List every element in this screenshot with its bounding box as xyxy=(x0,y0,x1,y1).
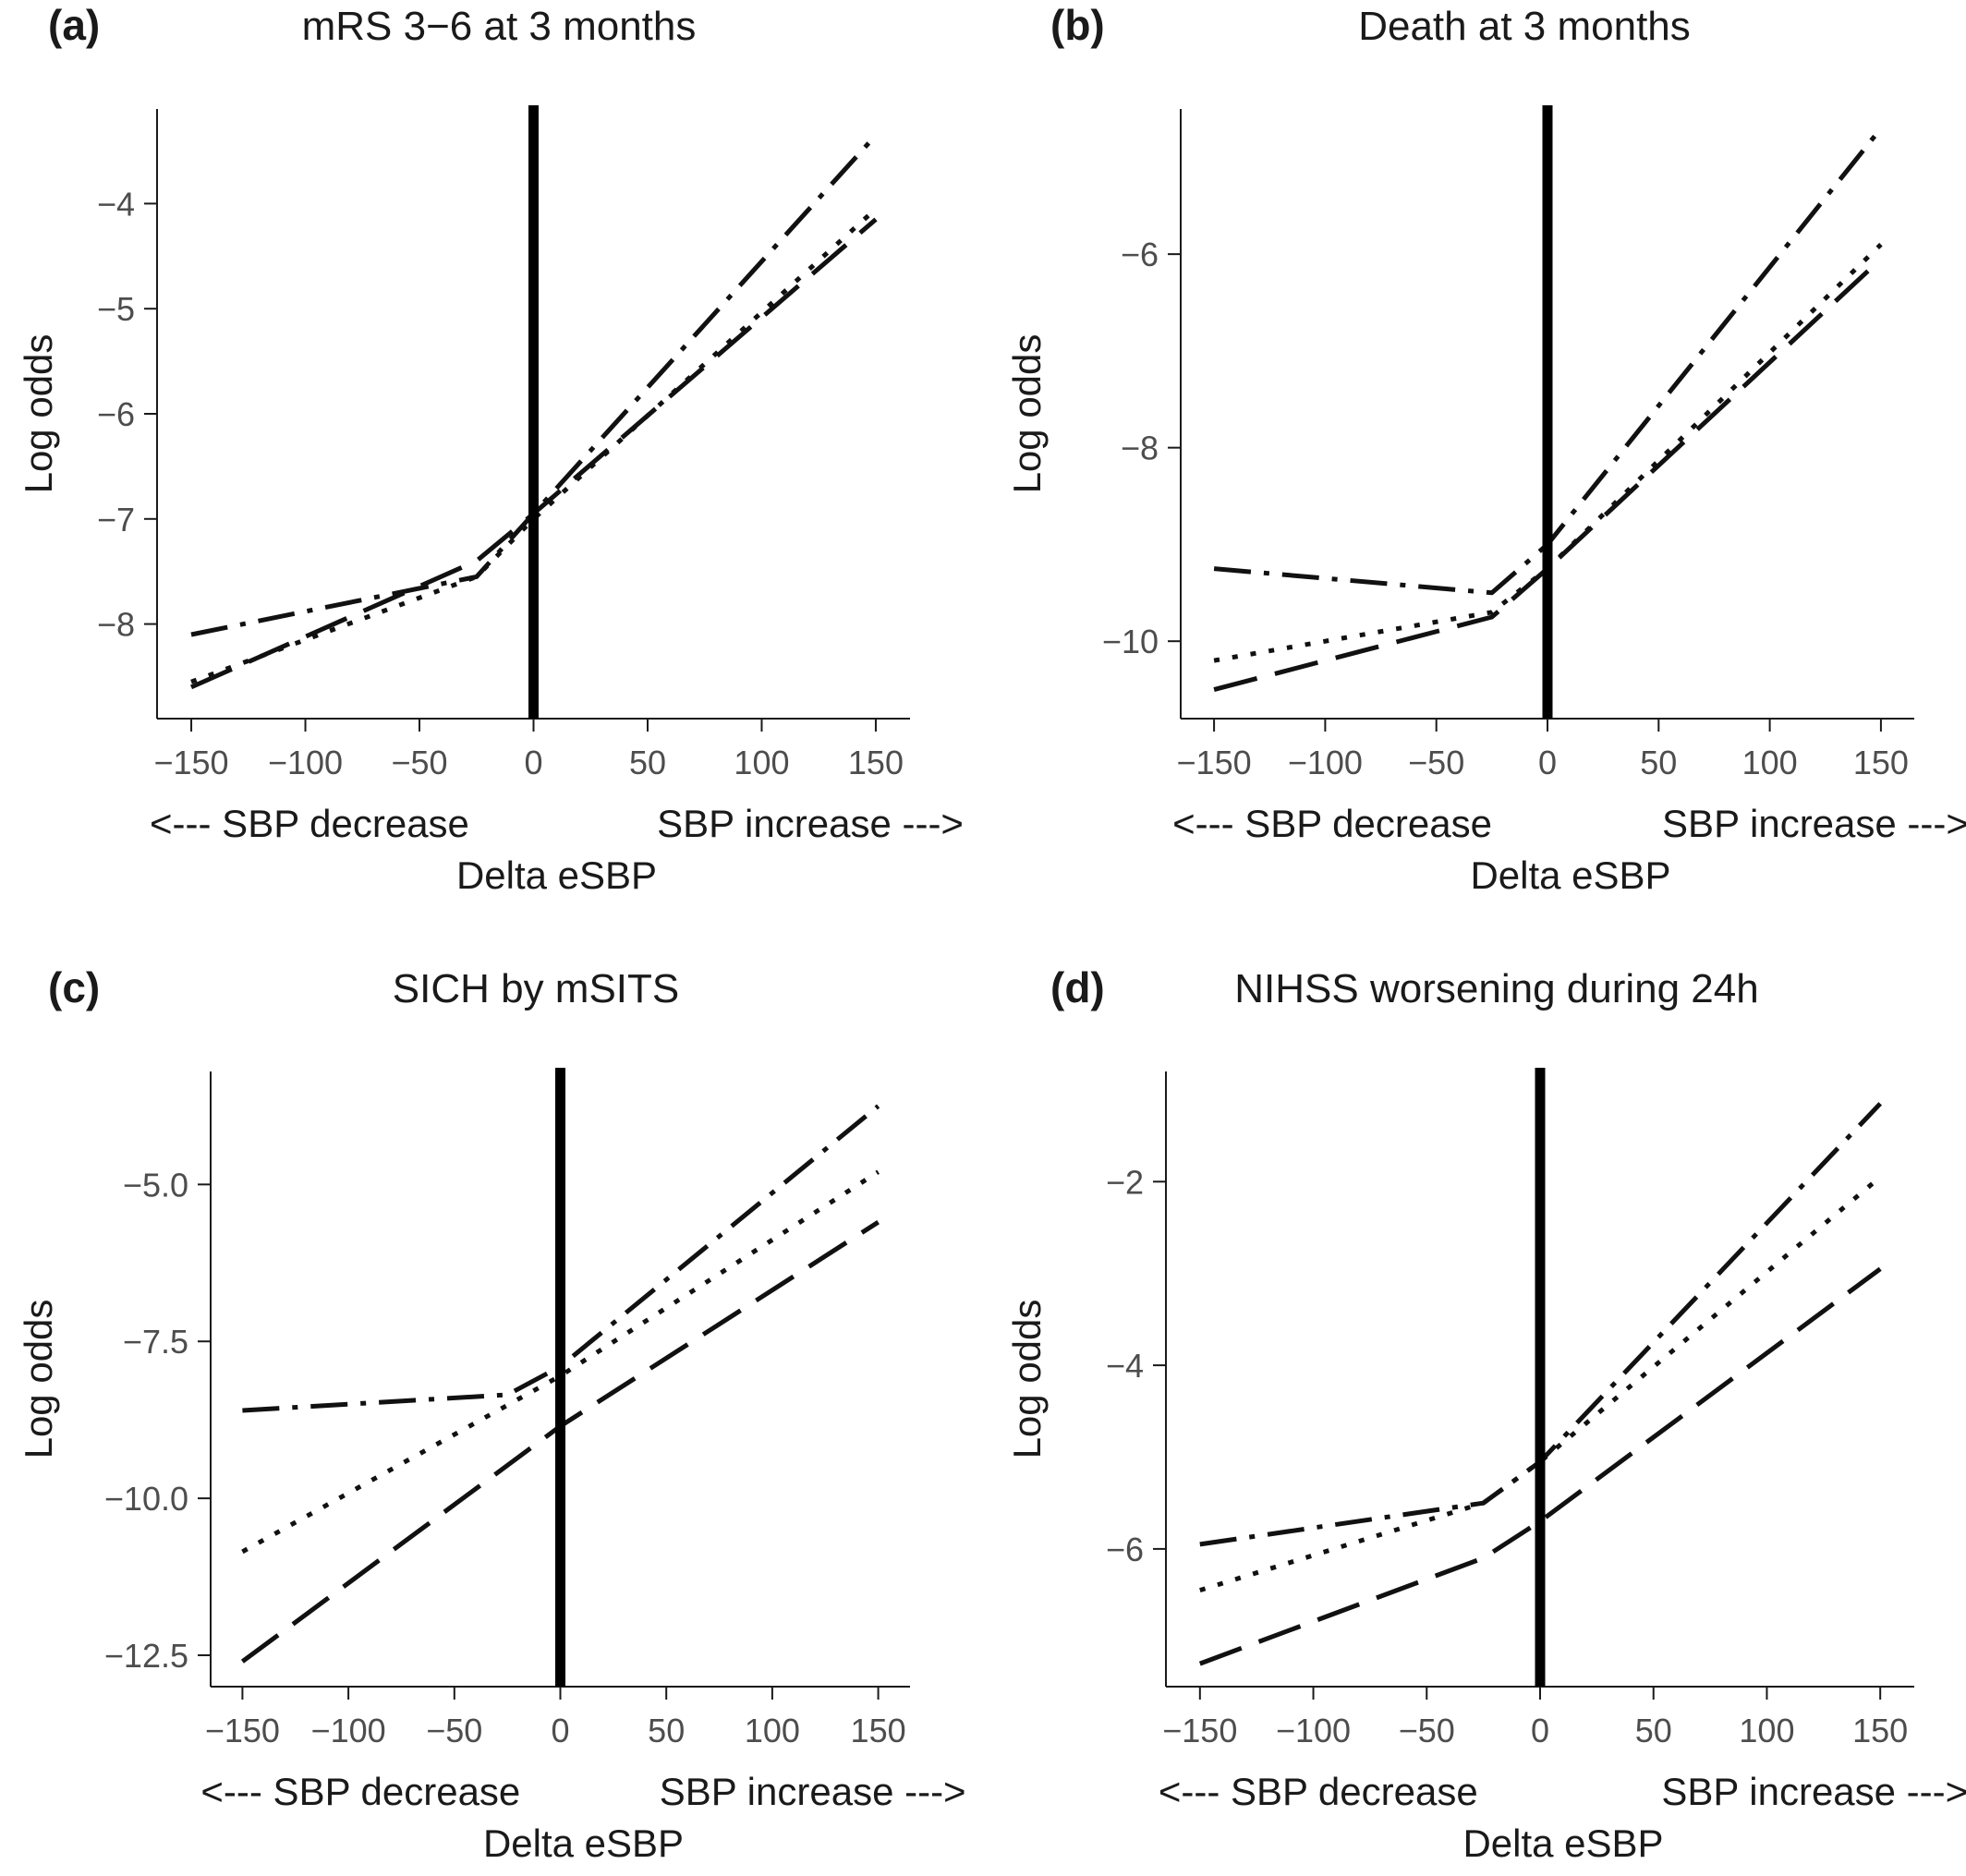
x-tick-label: 50 xyxy=(629,744,666,781)
panel-letter: (a) xyxy=(48,1,100,49)
panel-3: (c) SICH by mSITS −150 −100 −50 0 50 100 150 −12.… xyxy=(17,963,966,1865)
y-tick-label: −4 xyxy=(1106,1347,1144,1385)
x-tick-label: 0 xyxy=(551,1712,569,1749)
y-axis-label: Log odds xyxy=(1005,1300,1049,1459)
y-tick-label: −6 xyxy=(1121,236,1159,273)
x-tick-label: 50 xyxy=(1635,1712,1672,1749)
y-tick-label: −8 xyxy=(1121,430,1159,467)
panel-letter: (d) xyxy=(1050,963,1105,1011)
x-tick-label: 50 xyxy=(648,1712,685,1749)
series-line-dashdot xyxy=(190,133,878,637)
x-tick-label: −150 xyxy=(205,1712,280,1749)
series-line-dotted xyxy=(1213,242,1883,663)
x-axis-label: Delta eSBP xyxy=(483,1822,684,1865)
x-tick-label: 150 xyxy=(851,1712,906,1749)
y-tick-label: −10.0 xyxy=(104,1480,188,1518)
y-tick-label: −7.5 xyxy=(123,1323,188,1361)
series-line-dashdot xyxy=(242,1104,880,1413)
panel-title: SICH by mSITS xyxy=(393,966,680,1011)
x-tick-label: −150 xyxy=(153,744,228,781)
series-line-dashed xyxy=(189,217,878,690)
direction-left-label: <--- SBP decrease xyxy=(1159,1770,1478,1813)
x-tick-label: 100 xyxy=(1742,744,1798,781)
x-tick-label: −150 xyxy=(1177,744,1252,781)
direction-right-label: SBP increase ---> xyxy=(657,802,964,845)
y-tick-label: −7 xyxy=(97,501,135,539)
x-tick-label: −50 xyxy=(426,1712,482,1749)
series-line-dotted xyxy=(241,1169,880,1555)
x-tick-label: 100 xyxy=(1739,1712,1794,1749)
series-line-dashed xyxy=(1198,1266,1882,1666)
y-axis-label: Log odds xyxy=(17,334,60,494)
x-tick-label: 100 xyxy=(745,1712,800,1749)
x-tick-label: −50 xyxy=(1399,1712,1455,1749)
x-axis-label: Delta eSBP xyxy=(456,853,657,897)
x-tick-label: 0 xyxy=(1531,1712,1549,1749)
y-tick-label: −10 xyxy=(1102,623,1159,660)
panel-title: Death at 3 months xyxy=(1358,4,1691,49)
x-tick-label: 0 xyxy=(1538,744,1557,781)
panel-letter: (c) xyxy=(48,963,100,1011)
y-tick-label: −5 xyxy=(97,290,135,328)
x-tick-label: 50 xyxy=(1640,744,1677,781)
x-tick-label: 150 xyxy=(1853,744,1909,781)
x-axis-label: Delta eSBP xyxy=(1462,1822,1663,1865)
x-tick-label: 0 xyxy=(524,744,542,781)
direction-left-label: <--- SBP decrease xyxy=(1172,802,1492,845)
y-tick-label: −12.5 xyxy=(104,1637,188,1675)
x-tick-label: −100 xyxy=(1276,1712,1351,1749)
panel-letter: (b) xyxy=(1050,1,1105,49)
x-tick-label: −100 xyxy=(311,1712,386,1749)
y-tick-label: −8 xyxy=(97,606,135,644)
x-tick-label: −50 xyxy=(1408,744,1464,781)
series-line-dotted xyxy=(1199,1175,1882,1592)
x-tick-label: −100 xyxy=(1288,744,1363,781)
y-axis-label: Log odds xyxy=(17,1300,60,1459)
panel-2: (b) Death at 3 months −150 −100 −50 0 50 100 150… xyxy=(1005,1,1966,897)
x-tick-label: 150 xyxy=(1852,1712,1908,1749)
x-tick-label: −100 xyxy=(268,744,343,781)
x-tick-label: 150 xyxy=(848,744,904,781)
x-axis-label: Delta eSBP xyxy=(1470,853,1670,897)
panel-1: (a) mRS 3−6 at 3 months −150 −100 −50 0 50 100 1… xyxy=(17,1,964,897)
y-tick-label: −6 xyxy=(97,395,135,433)
series-line-dotted xyxy=(190,207,878,684)
y-tick-label: −4 xyxy=(97,185,135,223)
series-line-dashdot xyxy=(1199,1102,1883,1547)
direction-left-label: <--- SBP decrease xyxy=(150,802,469,845)
panel-title: NIHSS worsening during 24h xyxy=(1234,966,1758,1011)
x-tick-label: −150 xyxy=(1162,1712,1237,1749)
direction-right-label: SBP increase ---> xyxy=(1661,1770,1966,1813)
direction-left-label: <--- SBP decrease xyxy=(200,1770,520,1813)
panel-4: (d) NIHSS worsening during 24h −150 −100 −50… xyxy=(1005,963,1966,1865)
y-axis-label: Log odds xyxy=(1005,334,1049,494)
direction-right-label: SBP increase ---> xyxy=(660,1770,966,1813)
series-line-dashdot xyxy=(1213,127,1883,596)
direction-right-label: SBP increase ---> xyxy=(1662,802,1966,845)
y-tick-label: −6 xyxy=(1106,1531,1144,1568)
panel-title: mRS 3−6 at 3 months xyxy=(302,4,697,49)
x-tick-label: 100 xyxy=(734,744,789,781)
x-tick-label: −50 xyxy=(391,744,447,781)
y-tick-label: −5.0 xyxy=(123,1166,188,1204)
y-tick-label: −2 xyxy=(1106,1163,1144,1201)
